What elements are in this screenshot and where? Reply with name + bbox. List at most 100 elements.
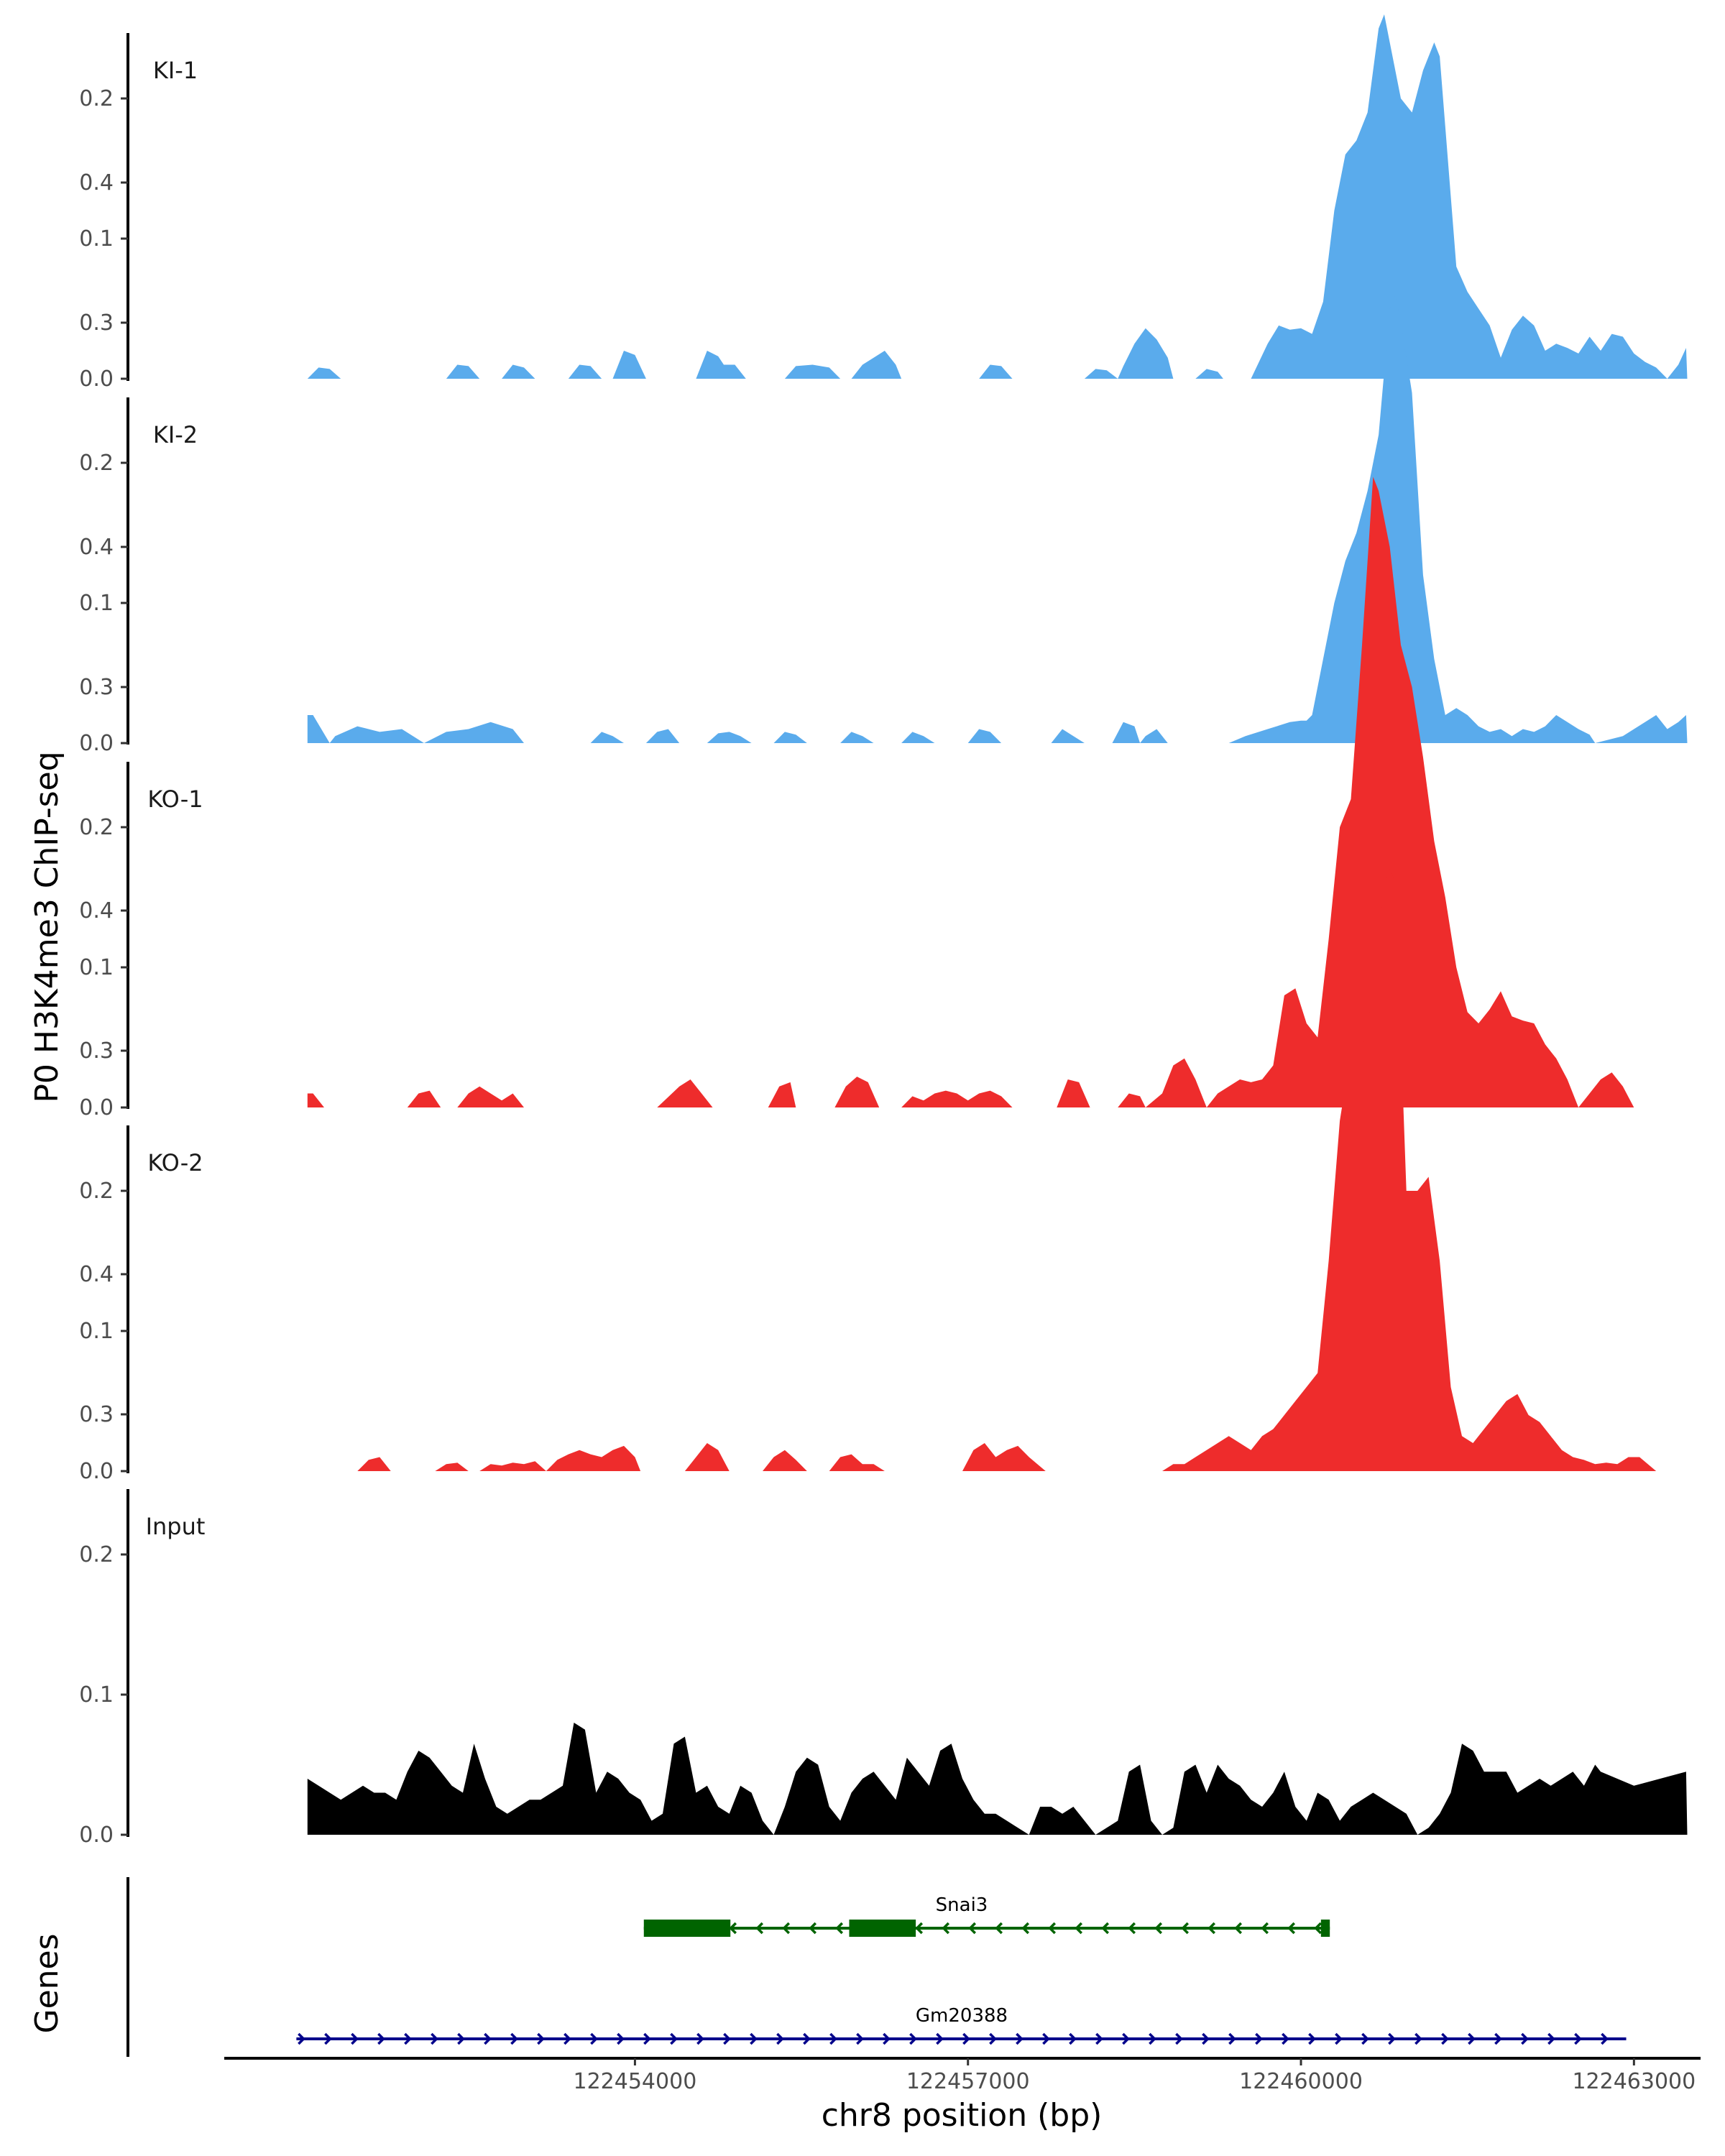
strand-arrow: [776, 2032, 784, 2045]
strand-arrow: [1069, 2032, 1077, 2045]
strand-arrow: [995, 1922, 1003, 1935]
track-ko-2: 0.0 0.1 0.2 0.3 0.4 KO-2: [79, 868, 1657, 1484]
track-label: Input: [146, 1513, 206, 1540]
strand-arrow: [1314, 1922, 1322, 1935]
coverage-area-ko-2: [357, 868, 1657, 1471]
strand-arrow: [377, 2032, 385, 2045]
strand-arrow: [1101, 1922, 1110, 1935]
y-tick-label: 0.0: [79, 1823, 114, 1848]
exon-block: [1320, 1920, 1330, 1937]
exon-block: [849, 1920, 916, 1937]
strand-arrow: [1202, 2032, 1210, 2045]
strand-arrow: [1547, 2032, 1555, 2045]
strand-arrow: [1388, 2032, 1396, 2045]
strand-arrow: [1149, 2032, 1156, 2045]
strand-arrow: [1361, 2032, 1369, 2045]
exon-block: [643, 1920, 731, 1937]
y-axis-title: P0 H3K4me3 ChIP-seq: [29, 751, 65, 1102]
track-ki-1: 0.0 0.1 0.2 0.3 0.4 KI-1: [79, 14, 1688, 392]
y-tick-label: 0.1: [79, 955, 114, 980]
strand-arrow: [298, 2032, 305, 2045]
strand-arrow: [324, 2032, 332, 2045]
strand-arrow: [1021, 1922, 1030, 1935]
strand-arrow: [1261, 1922, 1269, 1935]
y-tick-label: 0.3: [79, 1402, 114, 1427]
y-tick-label: 0.1: [79, 226, 114, 252]
x-tick-label: 122463000: [1572, 2069, 1696, 2094]
strand-arrow: [750, 2032, 758, 2045]
y-tick-label: 0.4: [79, 535, 114, 560]
strand-arrow: [1075, 1922, 1083, 1935]
x-tick-label: 122454000: [574, 2069, 697, 2094]
strand-arrow: [1255, 2032, 1263, 2045]
y-tick-label: 0.2: [79, 451, 114, 476]
track-label: KO-1: [147, 786, 203, 813]
strand-arrow: [809, 1922, 817, 1935]
strand-arrow: [942, 1922, 950, 1935]
y-tick-label: 0.1: [79, 1319, 114, 1344]
strand-arrow: [1494, 2032, 1502, 2045]
strand-arrow: [883, 2032, 891, 2045]
y-tick-label: 0.1: [79, 591, 114, 616]
y-tick-label: 0.2: [79, 1179, 114, 1204]
gene-annotation-panel: Snai3 Gm20388: [126, 1877, 1627, 2057]
y-tick-label: 0.2: [79, 86, 114, 111]
strand-arrow: [617, 2032, 625, 2045]
strand-arrow: [755, 1922, 764, 1935]
strand-arrow: [915, 1922, 924, 1935]
strand-arrow: [351, 2032, 359, 2045]
strand-arrow: [1181, 1922, 1190, 1935]
strand-arrow: [670, 2032, 678, 2045]
genes-panel-title: Genes: [29, 1933, 65, 2033]
strand-arrow: [590, 2032, 598, 2045]
strand-arrow: [1042, 2032, 1050, 2045]
strand-arrow: [537, 2032, 545, 2045]
y-tick-label: 0.0: [79, 731, 114, 756]
strand-arrow: [909, 2032, 917, 2045]
gene-gm20388[interactable]: Gm20388: [296, 2005, 1627, 2045]
y-tick-label: 0.3: [79, 310, 114, 336]
y-tick-label: 0.4: [79, 170, 114, 195]
strand-arrow: [729, 1922, 737, 1935]
x-tick-label: 122460000: [1239, 2069, 1363, 2094]
strand-arrow: [1414, 2032, 1422, 2045]
strand-arrow: [1308, 2032, 1316, 2045]
y-tick-label: 0.2: [79, 1542, 114, 1567]
gene-snai3[interactable]: Snai3: [643, 1894, 1330, 1937]
strand-arrow: [1208, 1922, 1216, 1935]
track-ko-1: 0.0 0.1 0.2 0.3 0.4 KO-1: [79, 476, 1686, 1120]
strand-arrow: [1234, 1922, 1243, 1935]
track-label: KI-1: [153, 57, 198, 84]
x-axis: 122454000 122457000 122460000 122463000: [224, 2057, 1701, 2094]
y-tick-label: 0.4: [79, 898, 114, 923]
y-tick-label: 0.0: [79, 367, 114, 392]
strand-arrow: [1601, 2032, 1609, 2045]
coverage-area-ki-2: [307, 295, 1688, 743]
strand-arrow: [484, 2032, 492, 2045]
y-tick-label: 0.0: [79, 1459, 114, 1484]
strand-arrow: [936, 2032, 944, 2045]
track-label: KI-2: [153, 421, 198, 448]
x-tick-label: 122457000: [906, 2069, 1030, 2094]
y-tick-label: 0.1: [79, 1682, 114, 1708]
strand-arrow: [968, 1922, 977, 1935]
track-label: KO-2: [147, 1149, 203, 1176]
gene-name-label: Gm20388: [916, 2005, 1008, 2027]
strand-arrow: [564, 2032, 571, 2045]
strand-arrow: [782, 1922, 791, 1935]
strand-arrow: [1048, 1922, 1057, 1935]
y-tick-label: 0.3: [79, 1038, 114, 1064]
strand-arrow: [1016, 2032, 1024, 2045]
strand-arrow: [835, 1922, 844, 1935]
strand-arrow: [1468, 2032, 1476, 2045]
x-axis-title: chr8 position (bp): [822, 2097, 1103, 2134]
strand-arrow: [1521, 2032, 1529, 2045]
strand-arrow: [457, 2032, 465, 2045]
y-tick-label: 0.3: [79, 675, 114, 700]
strand-arrow: [1287, 1922, 1296, 1935]
strand-arrow: [1441, 2032, 1449, 2045]
strand-arrow: [1175, 2032, 1183, 2045]
y-tick-label: 0.4: [79, 1262, 114, 1287]
strand-arrow: [1154, 1922, 1163, 1935]
